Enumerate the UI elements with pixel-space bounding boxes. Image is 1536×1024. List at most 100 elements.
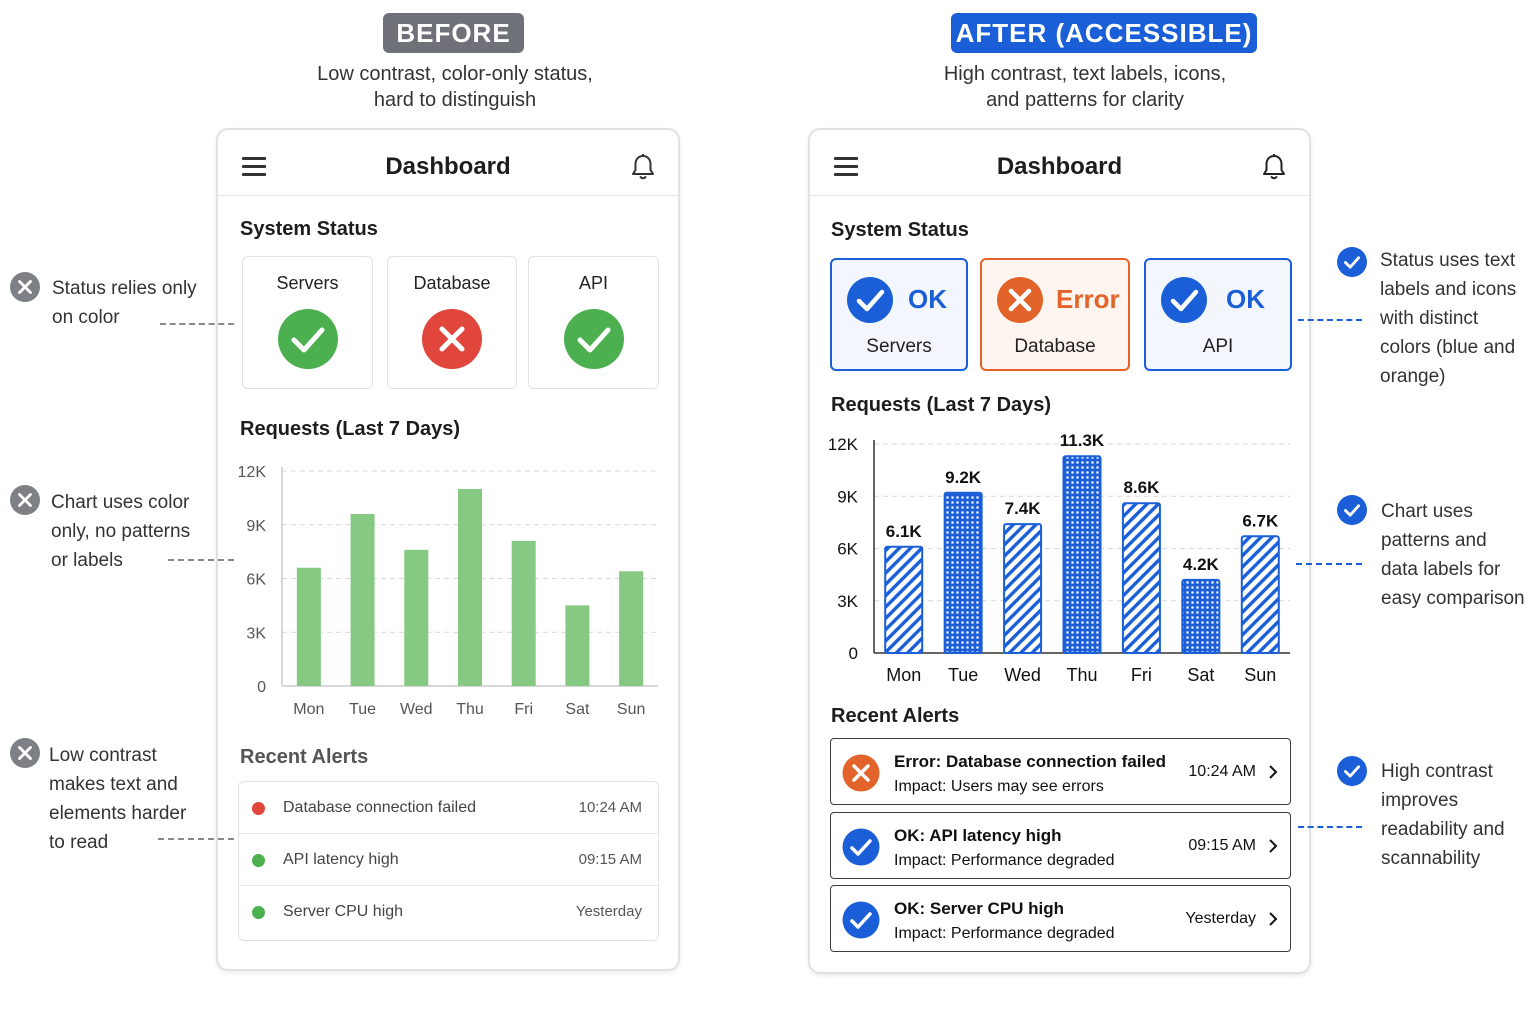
before-requests-chart: 0 3K 6K 9K 12K Mon Tue Wed Thu Fri Sat Sun — [238, 464, 658, 718]
status-card-api[interactable]: API — [528, 256, 659, 389]
x-tick-label: Wed — [400, 701, 433, 718]
alert-time: Yesterday — [575, 903, 642, 920]
system-status-title: System Status — [240, 218, 378, 240]
bar-sat — [565, 605, 590, 686]
alert-message: OK: API latency high — [894, 826, 1062, 845]
y-tick-label: 9K — [246, 518, 266, 535]
alert-time: 10:24 AM — [1188, 763, 1256, 780]
after-subtitle-line: and patterns for clarity — [986, 89, 1184, 111]
x-tick-label: Wed — [1004, 665, 1041, 685]
x-tick-label: Fri — [1131, 665, 1152, 685]
x-tick-label: Mon — [886, 665, 921, 685]
check-icon — [847, 277, 893, 323]
chevron-right-icon — [1269, 839, 1278, 853]
alert-row[interactable]: Server CPU high Yesterday — [239, 886, 658, 938]
x-tick-label: Fri — [514, 701, 533, 718]
note-line: colors (blue and — [1380, 337, 1516, 358]
note-line: Status uses text — [1380, 250, 1516, 271]
alert-row[interactable]: API latency high 09:15 AM — [239, 834, 658, 886]
note-high-contrast: High contrast improves readability and s… — [1381, 757, 1505, 873]
bar-fri — [1121, 502, 1161, 655]
connector-line — [1298, 319, 1362, 321]
before-subtitle-line: hard to distinguish — [373, 89, 537, 111]
x-tick-label: Sun — [617, 701, 645, 718]
x-icon — [997, 277, 1043, 323]
status-dot — [252, 906, 265, 919]
data-label: 9.2K — [945, 468, 982, 487]
status-dot — [252, 802, 265, 815]
status-card-label: Database — [413, 273, 491, 293]
check-icon — [842, 828, 880, 866]
connector-line — [168, 559, 234, 561]
alert-row[interactable]: Error: Database connection failed Impact… — [830, 738, 1291, 805]
y-tick-label: 0 — [257, 679, 266, 696]
alert-row[interactable]: Database connection failed 10:24 AM — [239, 782, 658, 834]
bell-icon[interactable] — [1261, 153, 1287, 181]
connector-line — [160, 323, 234, 325]
y-tick-label: 6K — [837, 540, 858, 559]
note-line: Chart uses color — [51, 492, 190, 513]
after-badge: AFTER (ACCESSIBLE) — [951, 13, 1257, 53]
note-line: Chart uses — [1381, 501, 1473, 522]
x-tick-label: Sun — [1244, 665, 1276, 685]
note-line: on color — [52, 307, 120, 328]
alert-message: OK: Server CPU high — [894, 899, 1065, 918]
chevron-right-icon — [1269, 912, 1278, 926]
alert-time: 10:24 AM — [578, 799, 642, 816]
note-line: Status relies only — [52, 278, 197, 299]
bar-sat — [1181, 578, 1221, 655]
status-card-servers[interactable]: Servers — [242, 256, 373, 389]
y-tick-label: 12K — [238, 464, 267, 481]
alert-impact: Impact: Performance degraded — [894, 852, 1115, 869]
note-line: easy comparison — [1381, 588, 1525, 609]
check-icon — [842, 901, 880, 939]
alert-message: API latency high — [283, 851, 399, 868]
note-line: with distinct — [1380, 308, 1479, 329]
status-word: OK — [1226, 284, 1265, 314]
note-line: data labels for — [1381, 559, 1501, 580]
menu-icon[interactable] — [242, 157, 266, 176]
y-tick-label: 9K — [837, 487, 858, 506]
menu-icon[interactable] — [834, 157, 858, 176]
bar-thu — [1062, 455, 1102, 654]
x-tick-label: Sat — [565, 701, 590, 718]
x-circle-icon — [10, 738, 40, 768]
before-dashboard: Dashboard System Status Servers Database… — [216, 128, 680, 971]
check-circle-icon — [1337, 247, 1367, 277]
bar-thu — [458, 488, 482, 686]
status-card-label: Database — [1014, 336, 1096, 357]
status-card-label: Servers — [866, 336, 932, 357]
bar-wed — [1003, 523, 1043, 654]
status-card-database[interactable]: Error Database — [980, 258, 1130, 371]
bar-mon — [296, 567, 321, 686]
note-line: Low contrast — [49, 745, 157, 766]
after-subtitle-line: High contrast, text labels, icons, — [943, 63, 1227, 85]
alert-impact: Impact: Performance degraded — [894, 925, 1115, 942]
page-title: Dashboard — [996, 153, 1123, 180]
page-title: Dashboard — [385, 153, 511, 180]
alert-time: Yesterday — [1185, 910, 1256, 927]
check-icon — [277, 309, 338, 369]
data-label: 8.6K — [1123, 478, 1160, 497]
system-status-title: System Status — [831, 219, 969, 241]
alert-message: Error: Database connection failed — [894, 752, 1167, 771]
before-subtitle-line: Low contrast, color-only status, — [317, 63, 593, 85]
note-status-color-only: Status relies only on color — [52, 274, 197, 332]
alert-row[interactable]: OK: Server CPU high Impact: Performance … — [830, 885, 1291, 952]
note-line: High contrast — [1381, 761, 1493, 782]
check-icon — [563, 309, 624, 369]
status-word: Error — [1056, 284, 1120, 314]
note-line: makes text and — [49, 774, 178, 795]
data-label: 11.3K — [1060, 431, 1105, 450]
data-label: 7.4K — [1005, 499, 1042, 518]
alert-row[interactable]: OK: API latency high Impact: Performance… — [830, 812, 1291, 879]
check-circle-icon — [1337, 756, 1367, 786]
status-card-servers[interactable]: OK Servers — [830, 258, 968, 371]
status-card-database[interactable]: Database — [387, 256, 517, 389]
x-circle-icon — [10, 272, 40, 302]
note-chart-patterns: Chart uses patterns and data labels for … — [1381, 497, 1525, 613]
bell-icon[interactable] — [630, 153, 656, 181]
x-tick-label: Thu — [456, 701, 484, 718]
status-card-api[interactable]: OK API — [1144, 258, 1292, 371]
note-line: elements harder — [49, 803, 187, 824]
